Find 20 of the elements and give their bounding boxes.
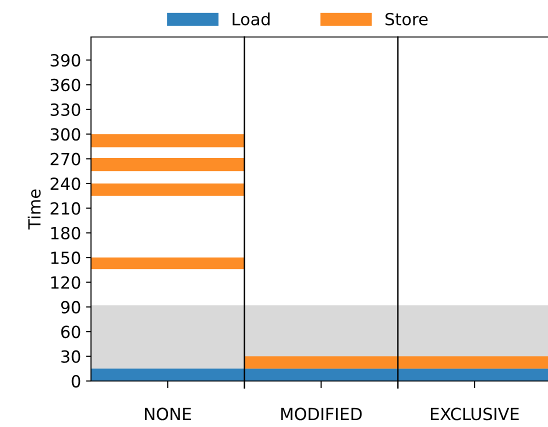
y-axis-title: Time [28,189,41,230]
legend-label: Store [386,12,428,26]
y-tick-label: 300 [50,128,80,141]
y-tick-label: 30 [61,350,80,363]
x-tick-label: NONE [145,408,191,420]
y-tick-label: 180 [51,226,80,240]
y-tick-label: 270 [50,152,80,166]
y-tick-label: 240 [50,177,80,190]
y-tick-label: 360 [50,78,80,92]
x-tick-label: EXCLUSIVE [430,408,519,420]
legend-label: Load [232,12,270,26]
y-tick-label: 210 [50,202,80,215]
y-tick-label: 60 [61,326,80,338]
y-tick-label: 90 [61,300,80,314]
y-tick-label: 0 [72,374,80,388]
y-tick-label: 120 [51,276,80,289]
x-tick-label: MODIFIED [281,408,362,420]
y-tick-label: 330 [50,103,80,116]
y-tick-label: 390 [50,54,80,67]
y-tick-label: 150 [51,252,80,264]
